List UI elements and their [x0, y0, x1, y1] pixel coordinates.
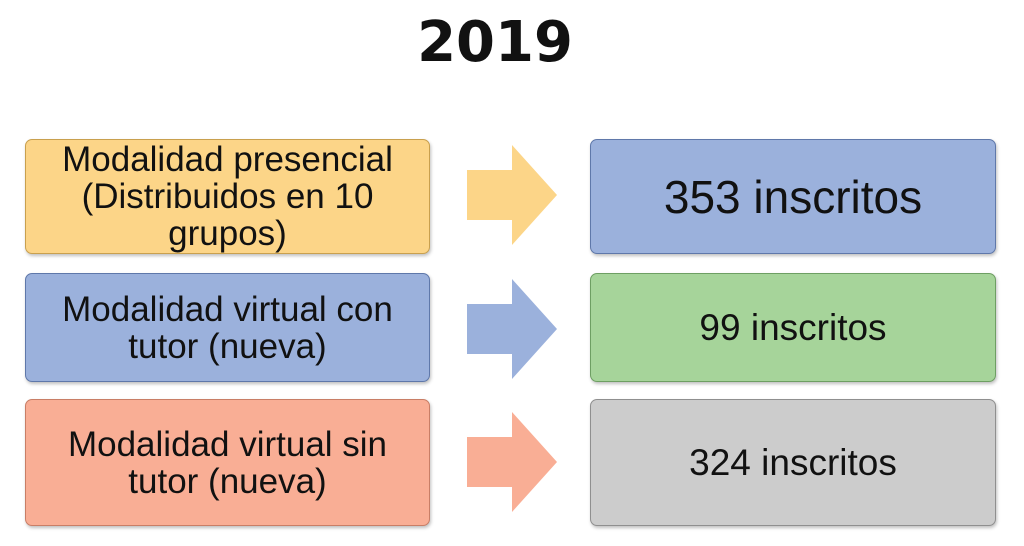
modalidad-virtual-sin-tutor-label: Modalidad virtual sin tutor (nueva)	[67, 424, 388, 501]
modalidad-virtual-con-tutor-box: Modalidad virtual con tutor (nueva)	[25, 273, 430, 382]
virtual-con-tutor-inscritos-label: 99 inscritos	[699, 306, 887, 348]
arrow-right-icon	[467, 412, 557, 512]
modalidad-presencial-box: Modalidad presencial (Distribuidos en 10…	[25, 139, 430, 254]
diagram-title: 2019	[417, 10, 573, 75]
arrow-right-icon	[467, 279, 557, 379]
presencial-inscritos-box: 353 inscritos	[590, 139, 996, 254]
virtual-con-tutor-inscritos-box: 99 inscritos	[590, 273, 996, 382]
modalidad-presencial-label: Modalidad presencial (Distribuidos en 10…	[62, 140, 393, 253]
modalidad-virtual-sin-tutor-box: Modalidad virtual sin tutor (nueva)	[25, 399, 430, 526]
presencial-inscritos-label: 353 inscritos	[663, 170, 923, 223]
arrow-right-icon	[467, 145, 557, 245]
virtual-sin-tutor-inscritos-box: 324 inscritos	[590, 399, 996, 526]
modalidad-virtual-con-tutor-label: Modalidad virtual con tutor (nueva)	[62, 289, 393, 366]
virtual-sin-tutor-inscritos-label: 324 inscritos	[689, 441, 897, 483]
